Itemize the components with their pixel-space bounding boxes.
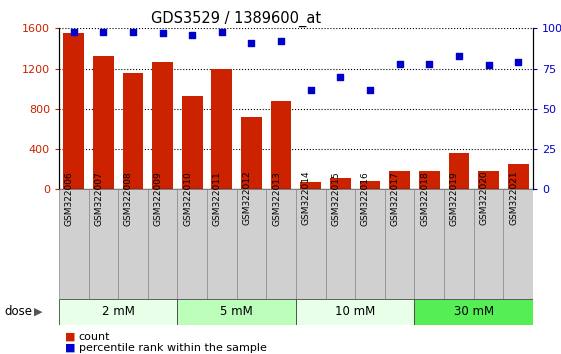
Point xyxy=(484,63,493,68)
Text: ■: ■ xyxy=(65,332,75,342)
Bar xyxy=(448,153,469,189)
Bar xyxy=(152,62,173,189)
Bar xyxy=(478,171,499,189)
Bar xyxy=(415,189,444,299)
Point xyxy=(306,87,315,92)
Text: GSM322016: GSM322016 xyxy=(361,171,370,225)
Bar xyxy=(89,189,118,299)
Point xyxy=(99,29,108,34)
Bar xyxy=(59,189,89,299)
Bar xyxy=(503,189,533,299)
Text: GSM322009: GSM322009 xyxy=(154,171,163,225)
Text: 10 mM: 10 mM xyxy=(335,306,375,318)
Point xyxy=(336,74,345,80)
Bar xyxy=(300,182,321,189)
Text: ▶: ▶ xyxy=(34,307,43,317)
Bar xyxy=(241,117,262,189)
Bar xyxy=(59,299,177,325)
Text: percentile rank within the sample: percentile rank within the sample xyxy=(79,343,266,353)
Bar xyxy=(325,189,355,299)
Bar xyxy=(296,299,415,325)
Text: GSM322007: GSM322007 xyxy=(94,171,103,225)
Bar xyxy=(211,69,232,189)
Bar xyxy=(118,189,148,299)
Text: dose: dose xyxy=(4,306,33,318)
Bar xyxy=(444,189,473,299)
Text: GSM322020: GSM322020 xyxy=(480,171,489,225)
Bar xyxy=(177,299,296,325)
Text: GSM322012: GSM322012 xyxy=(242,171,251,225)
Text: 5 mM: 5 mM xyxy=(220,306,253,318)
Point xyxy=(158,30,167,36)
Bar xyxy=(330,178,351,189)
Bar xyxy=(415,299,533,325)
Point xyxy=(69,29,78,34)
Text: GSM322021: GSM322021 xyxy=(509,171,518,225)
Bar xyxy=(177,189,207,299)
Text: 30 mM: 30 mM xyxy=(454,306,494,318)
Point xyxy=(128,29,137,34)
Bar xyxy=(93,56,114,189)
Point xyxy=(366,87,375,92)
Bar xyxy=(148,189,177,299)
Bar xyxy=(389,171,410,189)
Text: GSM322008: GSM322008 xyxy=(124,171,133,225)
Point xyxy=(217,29,226,34)
Bar xyxy=(385,189,415,299)
Bar xyxy=(182,96,203,189)
Point xyxy=(277,38,286,44)
Point xyxy=(514,59,523,65)
Text: GSM322018: GSM322018 xyxy=(420,171,429,225)
Text: GSM322015: GSM322015 xyxy=(332,171,341,225)
Bar xyxy=(508,164,528,189)
Text: count: count xyxy=(79,332,110,342)
Text: GSM322013: GSM322013 xyxy=(272,171,281,225)
Bar xyxy=(237,189,266,299)
Point xyxy=(188,32,197,38)
Bar xyxy=(419,171,440,189)
Bar xyxy=(473,189,503,299)
Bar xyxy=(266,189,296,299)
Point xyxy=(454,53,463,58)
Bar xyxy=(123,73,144,189)
Bar xyxy=(296,189,325,299)
Text: GDS3529 / 1389600_at: GDS3529 / 1389600_at xyxy=(150,11,321,27)
Text: 2 mM: 2 mM xyxy=(102,306,135,318)
Text: GSM322014: GSM322014 xyxy=(302,171,311,225)
Text: GSM322006: GSM322006 xyxy=(65,171,73,225)
Text: GSM322011: GSM322011 xyxy=(213,171,222,225)
Text: GSM322019: GSM322019 xyxy=(450,171,459,225)
Point xyxy=(425,61,434,67)
Bar xyxy=(355,189,385,299)
Point xyxy=(247,40,256,46)
Bar xyxy=(63,33,84,189)
Text: ■: ■ xyxy=(65,343,75,353)
Text: GSM322010: GSM322010 xyxy=(183,171,192,225)
Text: GSM322017: GSM322017 xyxy=(390,171,399,225)
Bar xyxy=(271,101,292,189)
Point xyxy=(395,61,404,67)
Bar xyxy=(360,181,380,189)
Bar xyxy=(207,189,237,299)
